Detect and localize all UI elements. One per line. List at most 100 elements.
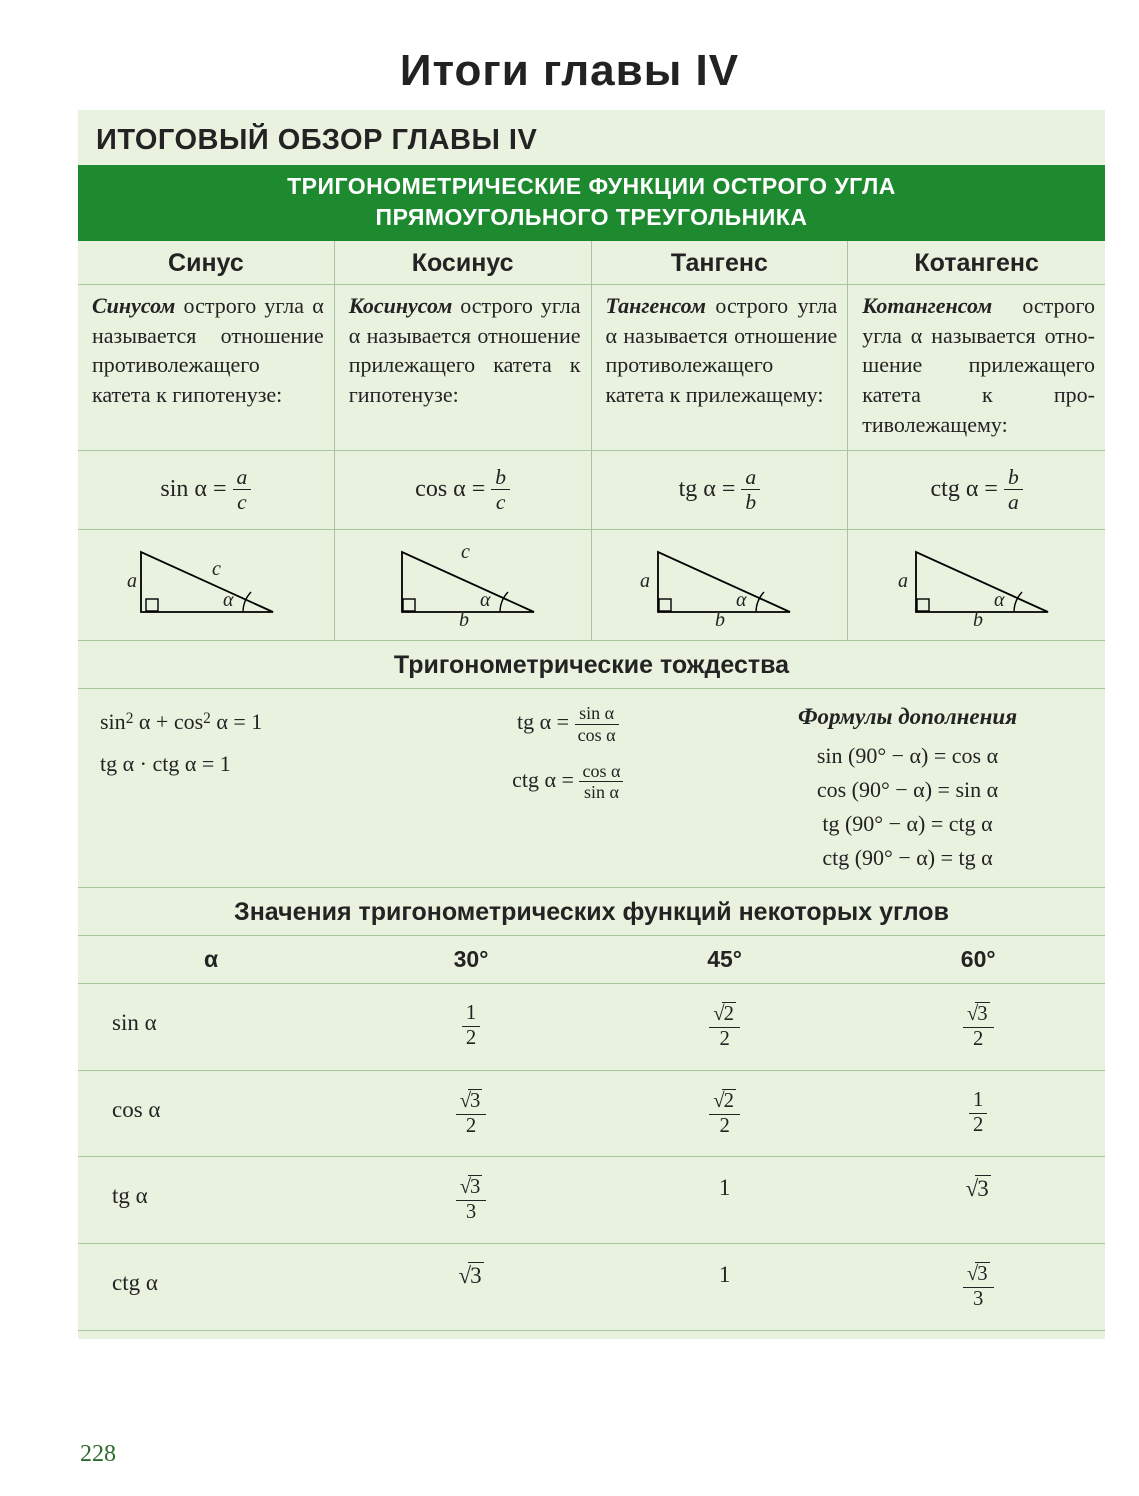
- numerator: sin α: [575, 703, 619, 724]
- denominator: cos α: [575, 725, 619, 745]
- fraction: a b: [741, 465, 760, 516]
- svg-text:c: c: [212, 558, 221, 580]
- value-cell: √3: [344, 1244, 598, 1331]
- page: Итоги главы IV ИТОГОВЫЙ ОБЗОР ГЛАВЫ IV Т…: [0, 0, 1139, 1496]
- values-head-45: 45°: [598, 935, 852, 984]
- svg-text:b: b: [715, 609, 725, 626]
- formula-cos: cos α = b c: [335, 451, 592, 531]
- function-heads: Синус Косинус Тангенс Котангенс: [78, 241, 1105, 285]
- def-lead: Котангенсом: [862, 293, 992, 318]
- numerator: a: [233, 465, 252, 491]
- identities-row: sin2 α + cos2 α = 1 tg α · ctg α = 1 tg …: [78, 689, 1105, 888]
- complement-formula: tg (90° − α) = ctg α: [718, 807, 1097, 841]
- numerator: a: [741, 465, 760, 491]
- complement-formula: cos (90° − α) = sin α: [718, 773, 1097, 807]
- values-title: Значения тригонометрических функций неко…: [78, 888, 1105, 935]
- denominator: b: [741, 490, 760, 515]
- fraction: a c: [233, 465, 252, 516]
- def-lead: Косинусом: [349, 293, 453, 318]
- value-cell: √33: [851, 1244, 1105, 1331]
- complement-formula: ctg (90° − α) = tg α: [718, 841, 1097, 875]
- svg-text:a: a: [640, 570, 650, 592]
- fraction: b c: [491, 465, 510, 516]
- triangle-row: acα cbα abα abα: [78, 530, 1105, 641]
- values-head-60: 60°: [851, 935, 1105, 984]
- lhs: cos α =: [415, 475, 485, 501]
- identity: tg α · ctg α = 1: [100, 743, 412, 785]
- formula-sin: sin α = a c: [78, 451, 335, 531]
- svg-text:b: b: [459, 609, 469, 626]
- complement-title: Формулы дополнения: [718, 699, 1097, 735]
- def-ctg: Котангенсом острого угла α называется от…: [848, 285, 1105, 450]
- lhs: tg α =: [679, 475, 736, 501]
- col-head-cos: Косинус: [335, 241, 592, 285]
- section-banner: ТРИГОНОМЕТРИЧЕСКИЕ ФУНКЦИИ ОСТРОГО УГЛА …: [78, 165, 1105, 241]
- identity: tg α = sin α cos α: [430, 701, 706, 745]
- def-lead: Тангенсом: [606, 293, 706, 318]
- values-table: α 30° 45° 60° sin α12√22√32cos α√32√2212…: [78, 935, 1105, 1330]
- value-cell: √22: [598, 984, 852, 1071]
- denominator: c: [491, 490, 510, 515]
- svg-text:α: α: [223, 589, 234, 611]
- page-title: Итоги главы IV: [0, 0, 1139, 110]
- fraction: sin α cos α: [575, 703, 619, 744]
- fraction: cos α sin α: [579, 761, 623, 802]
- identities-title: Тригонометрические тождества: [78, 641, 1105, 689]
- banner-line-2: ПРЯМОУГОЛЬНОГО ТРЕУГОЛЬНИКА: [376, 204, 808, 230]
- svg-text:a: a: [898, 570, 908, 592]
- values-head-30: 30°: [344, 935, 598, 984]
- lhs: tg α =: [517, 709, 569, 734]
- numerator: b: [491, 465, 510, 491]
- fraction: b a: [1004, 465, 1023, 516]
- col-head-tg: Тангенс: [592, 241, 849, 285]
- complement-formula: sin (90° − α) = cos α: [718, 739, 1097, 773]
- svg-text:α: α: [736, 589, 747, 611]
- value-cell: 12: [344, 984, 598, 1071]
- value-cell: √3: [851, 1157, 1105, 1244]
- value-cell: 1: [598, 1157, 852, 1244]
- panel-subtitle: ИТОГОВЫЙ ОБЗОР ГЛАВЫ IV: [78, 110, 1105, 165]
- value-cell: √32: [851, 984, 1105, 1071]
- col-head-ctg: Котангенс: [848, 241, 1105, 285]
- numerator: b: [1004, 465, 1023, 491]
- value-row-label: sin α: [78, 984, 344, 1071]
- col-head-sin: Синус: [78, 241, 335, 285]
- svg-text:c: c: [461, 541, 470, 563]
- triangle-cos: c bα: [335, 530, 592, 641]
- lhs: ctg α =: [512, 767, 574, 792]
- denominator: sin α: [579, 782, 623, 802]
- svg-text:a: a: [127, 570, 137, 592]
- function-formulas: sin α = a c cos α = b c tg α = a b: [78, 451, 1105, 531]
- summary-panel: ИТОГОВЫЙ ОБЗОР ГЛАВЫ IV ТРИГОНОМЕТРИЧЕСК…: [78, 110, 1105, 1339]
- triangle-tg: a bα: [592, 530, 849, 641]
- svg-text:α: α: [994, 589, 1005, 611]
- formula-ctg: ctg α = b a: [848, 451, 1105, 531]
- numerator: cos α: [579, 761, 623, 782]
- value-cell: 1: [598, 1244, 852, 1331]
- denominator: a: [1004, 490, 1023, 515]
- value-cell: √22: [598, 1071, 852, 1158]
- def-cos: Косинусом острого угла α называется отно…: [335, 285, 592, 450]
- identities-col2: tg α = sin α cos α ctg α = cos α sin α: [426, 689, 710, 887]
- banner-line-1: ТРИГОНОМЕТРИЧЕСКИЕ ФУНКЦИИ ОСТРОГО УГЛА: [287, 173, 896, 199]
- value-row-label: tg α: [78, 1157, 344, 1244]
- identity: ctg α = cos α sin α: [430, 759, 706, 803]
- lhs: ctg α =: [931, 475, 998, 501]
- value-row-label: ctg α: [78, 1244, 344, 1331]
- def-lead: Синусом: [92, 293, 175, 318]
- triangle-sin: a cα: [78, 530, 335, 641]
- identity: sin2 α + cos2 α = 1: [100, 701, 412, 743]
- function-definitions: Синусом острого угла α называется отно­ш…: [78, 285, 1105, 450]
- value-cell: √33: [344, 1157, 598, 1244]
- triangle-ctg: a bα: [848, 530, 1105, 641]
- svg-text:b: b: [973, 609, 983, 626]
- identities-col3: Формулы дополнения sin (90° − α) = cos α…: [710, 689, 1105, 887]
- values-head-alpha: α: [78, 935, 344, 984]
- value-row-label: cos α: [78, 1071, 344, 1158]
- value-cell: 12: [851, 1071, 1105, 1158]
- formula-tg: tg α = a b: [592, 451, 849, 531]
- svg-text:α: α: [480, 589, 491, 611]
- identities-col1: sin2 α + cos2 α = 1 tg α · ctg α = 1: [78, 689, 426, 887]
- denominator: c: [233, 490, 252, 515]
- def-sin: Синусом острого угла α называется отно­ш…: [78, 285, 335, 450]
